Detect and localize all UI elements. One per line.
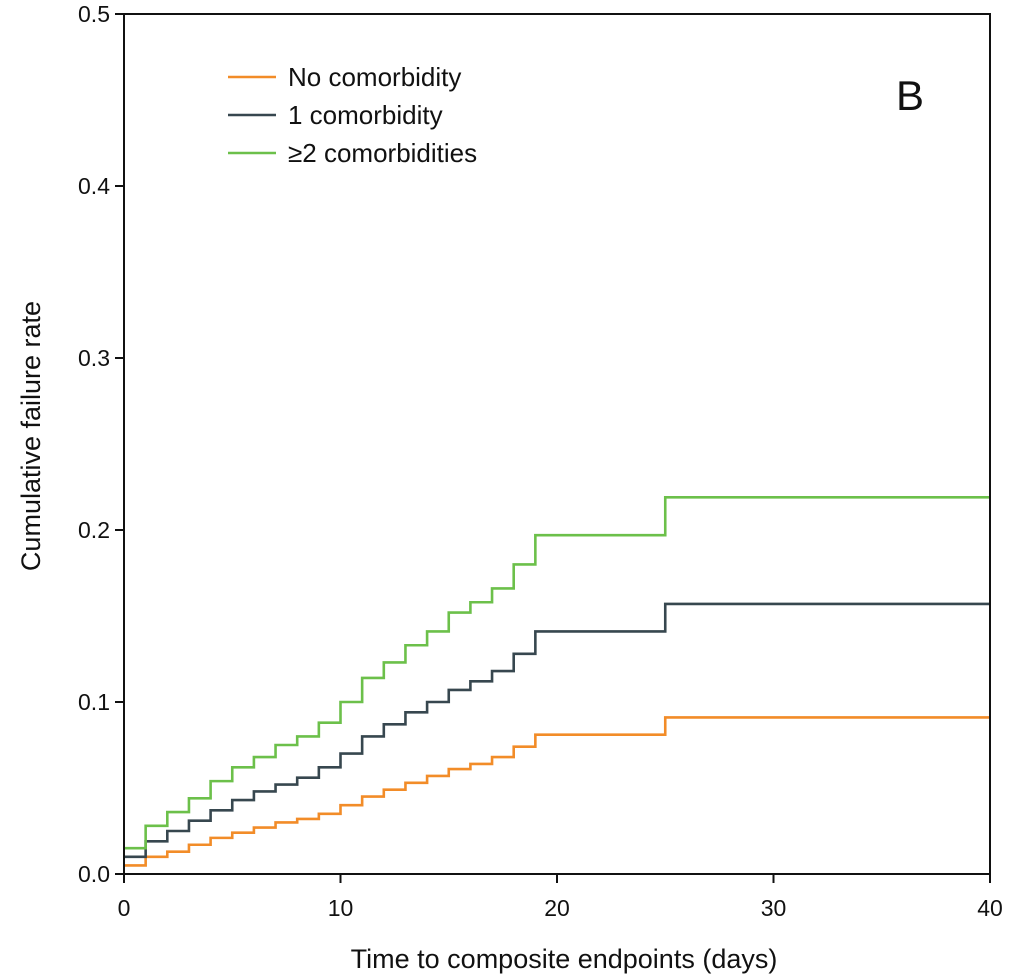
axes-group: 0.0 0.1 0.2 0.3 0.4 0.5 0 10 20 30 40 bbox=[78, 1, 1003, 921]
y-axis-title: Cumulative failure rate bbox=[16, 301, 46, 571]
x-tick-label: 30 bbox=[761, 895, 787, 921]
panel-label: B bbox=[896, 72, 924, 119]
legend-label: ≥2 comorbidities bbox=[288, 138, 477, 168]
x-tick-label: 10 bbox=[328, 895, 354, 921]
series-line-2 bbox=[124, 602, 990, 859]
series-line-3 bbox=[124, 496, 990, 850]
x-axis-title: Time to composite endpoints (days) bbox=[351, 944, 778, 974]
x-tick-label: 0 bbox=[118, 895, 131, 921]
plot-frame bbox=[123, 13, 991, 875]
x-tick-label: 20 bbox=[544, 895, 570, 921]
y-tick-label: 0.1 bbox=[78, 689, 110, 715]
x-tick-label: 40 bbox=[977, 895, 1003, 921]
legend-label: 1 comorbidity bbox=[288, 100, 443, 130]
y-tick-label: 0.4 bbox=[78, 173, 110, 199]
y-tick-label: 0.3 bbox=[78, 345, 110, 371]
y-tick-label: 0.2 bbox=[78, 517, 110, 543]
series-line-1 bbox=[124, 716, 990, 867]
y-tick-label: 0.0 bbox=[78, 861, 110, 887]
y-tick-label: 0.5 bbox=[78, 1, 110, 27]
legend: No comorbidity 1 comorbidity ≥2 comorbidit… bbox=[228, 62, 477, 168]
legend-label: No comorbidity bbox=[288, 62, 461, 92]
series-group bbox=[124, 496, 990, 867]
